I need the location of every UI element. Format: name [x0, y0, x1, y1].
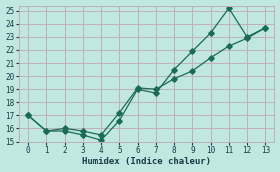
X-axis label: Humidex (Indice chaleur): Humidex (Indice chaleur) [82, 157, 211, 166]
